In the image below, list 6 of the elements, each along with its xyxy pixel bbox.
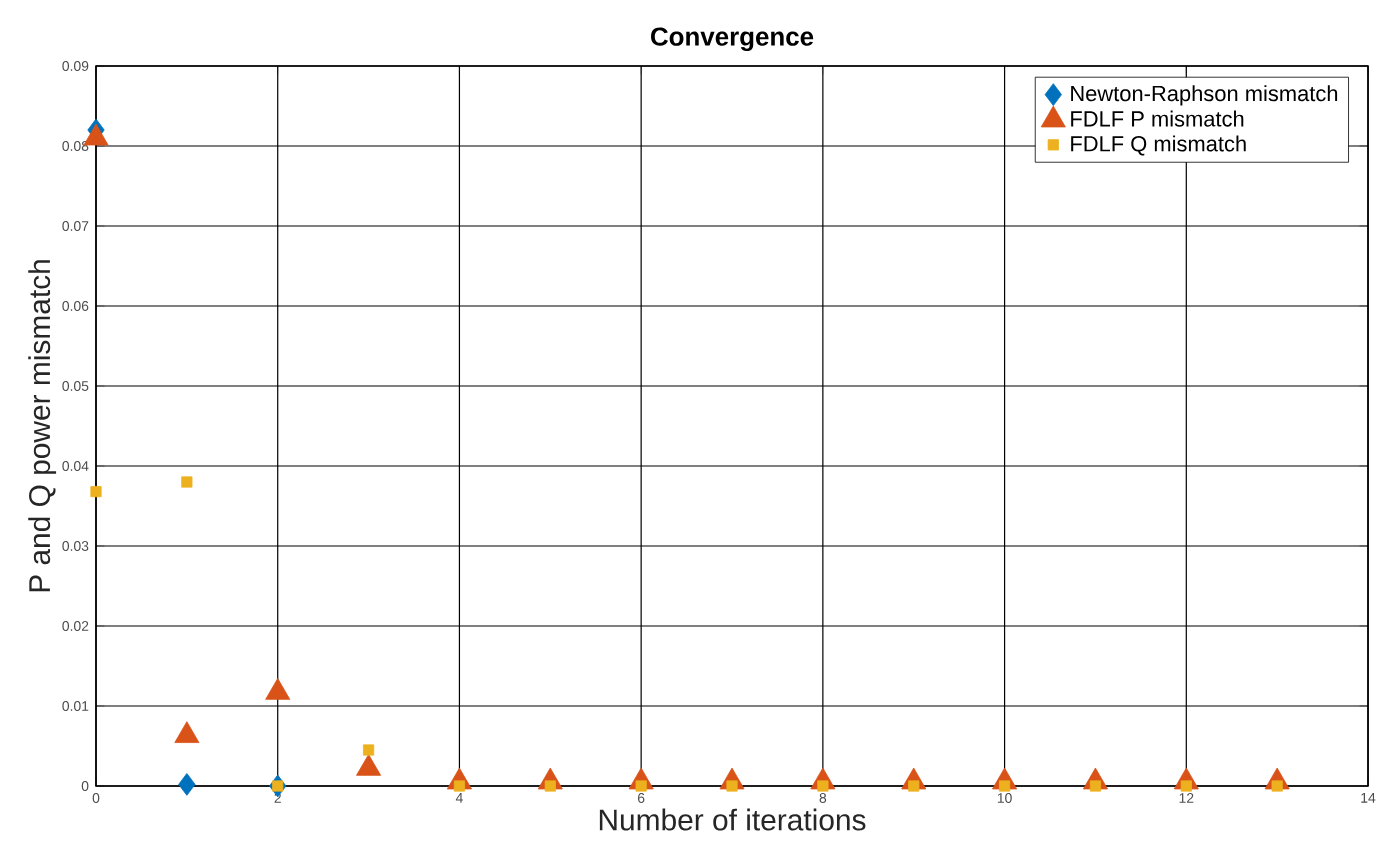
legend-label: Newton-Raphson mismatch: [1071, 85, 1338, 106]
x-axis-title: Number of iterations: [599, 808, 866, 831]
chart-title: Convergence: [651, 27, 814, 52]
y-axis-title: P and Q power mismatch: [28, 260, 57, 592]
legend-label: FDLF P mismatch: [1071, 110, 1244, 127]
legend-label: FDLF Q mismatch: [1071, 135, 1246, 156]
